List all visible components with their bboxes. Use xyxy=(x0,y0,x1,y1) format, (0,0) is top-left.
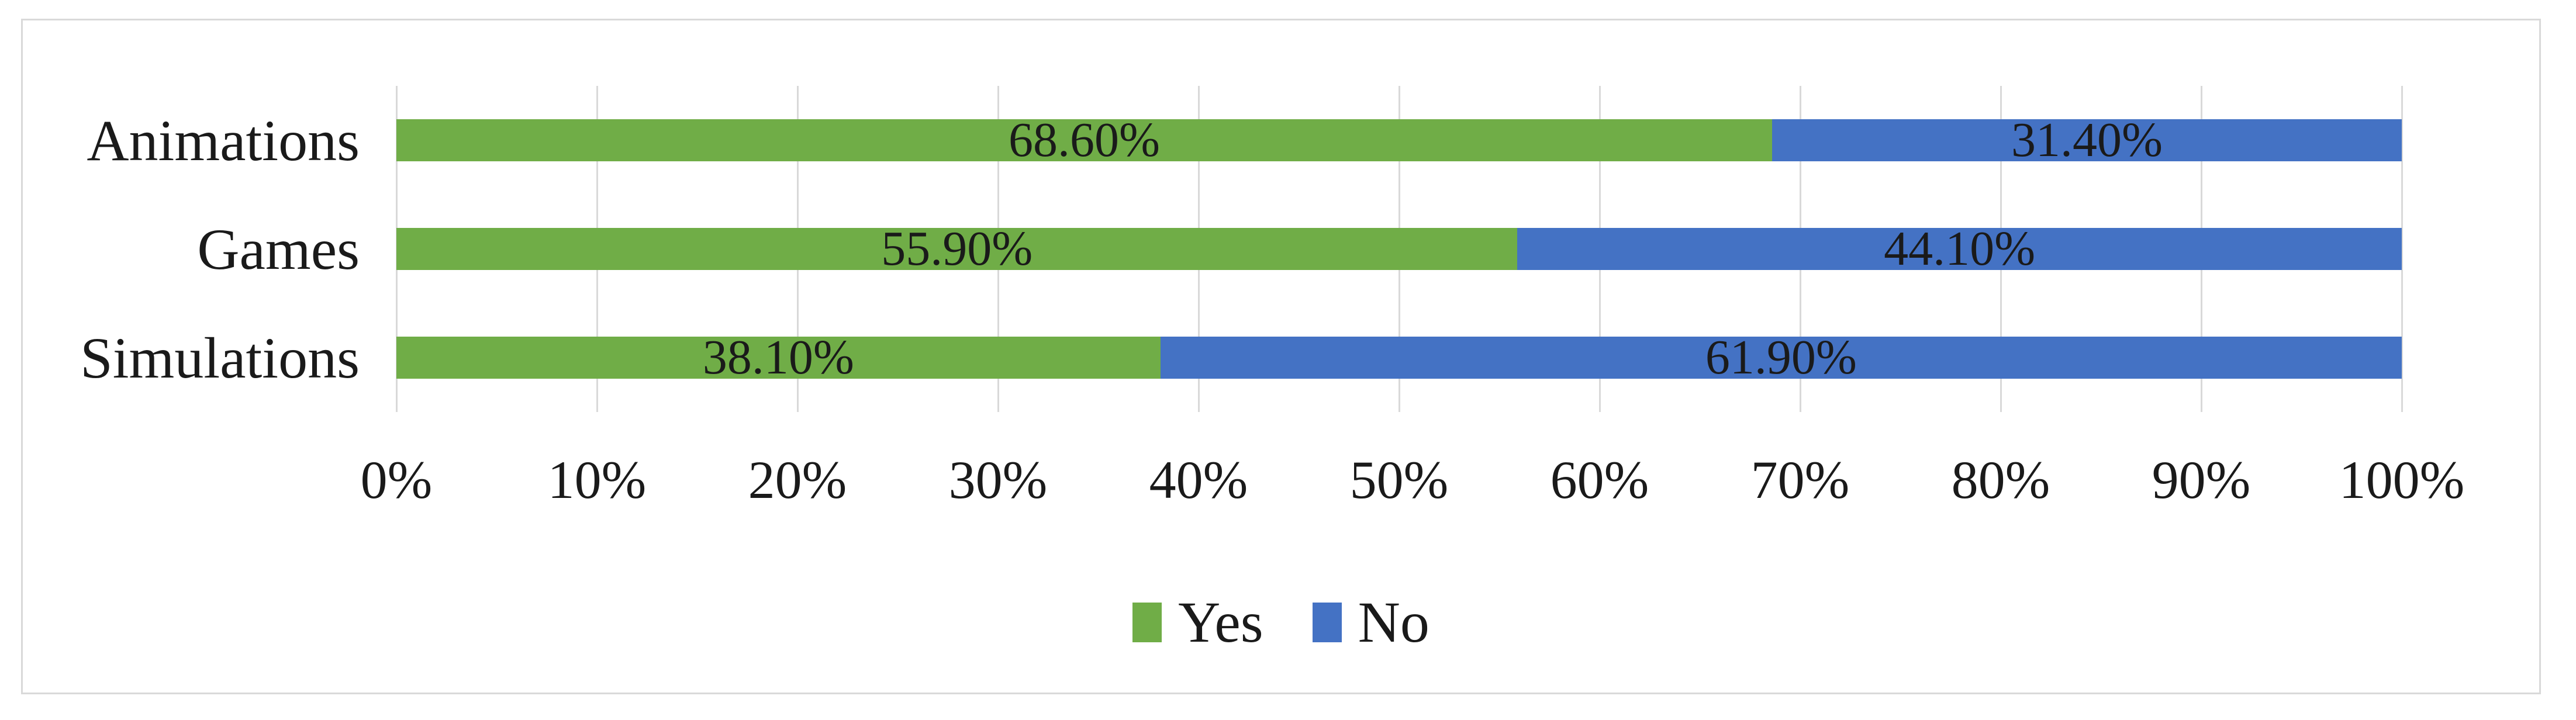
bar-segment-yes: 68.60% xyxy=(396,116,1772,165)
data-label: 55.90% xyxy=(881,221,1033,276)
x-tick-label: 60% xyxy=(1550,450,1649,510)
x-tick-label: 80% xyxy=(1951,450,2050,510)
bar-segment-no: 61.90% xyxy=(1160,333,2402,382)
legend-item-no: No xyxy=(1312,590,1429,655)
bar-row: 68.60% 31.40% xyxy=(396,116,2402,165)
legend-item-yes: Yes xyxy=(1132,593,1263,652)
bar-segment-yes: 38.10% xyxy=(396,333,1161,382)
category-label: Games xyxy=(197,216,360,282)
legend-marker-no xyxy=(1312,603,1342,642)
legend-label: No xyxy=(1358,590,1429,655)
bar-row: 55.90% 44.10% xyxy=(396,224,2402,274)
legend-label: Yes xyxy=(1178,590,1263,655)
data-label: 31.40% xyxy=(2011,113,2163,167)
x-tick-label: 30% xyxy=(948,450,1048,510)
bar-segment-no: 44.10% xyxy=(1517,224,2402,274)
x-tick-label: 0% xyxy=(360,450,433,510)
category-label: Animations xyxy=(87,108,360,173)
data-label: 68.60% xyxy=(1008,113,1160,167)
data-label: 38.10% xyxy=(702,330,854,385)
category-label: Simulations xyxy=(80,325,360,390)
gridline xyxy=(2401,86,2403,412)
x-tick-label: 40% xyxy=(1149,450,1248,510)
x-tick-label: 100% xyxy=(2339,450,2465,510)
bar-segment-yes: 55.90% xyxy=(396,224,1518,274)
x-tick-label: 10% xyxy=(547,450,647,510)
bar-row: 38.10% 61.90% xyxy=(396,333,2402,382)
x-tick-label: 70% xyxy=(1750,450,1850,510)
bar-segment-no: 31.40% xyxy=(1772,116,2402,165)
x-tick-label: 90% xyxy=(2152,450,2251,510)
data-label: 44.10% xyxy=(1884,221,2036,276)
x-tick-label: 20% xyxy=(748,450,847,510)
legend-marker-yes xyxy=(1132,603,1162,642)
x-tick-label: 50% xyxy=(1349,450,1449,510)
data-label: 61.90% xyxy=(1705,330,1857,385)
legend: Yes No xyxy=(23,584,2539,660)
